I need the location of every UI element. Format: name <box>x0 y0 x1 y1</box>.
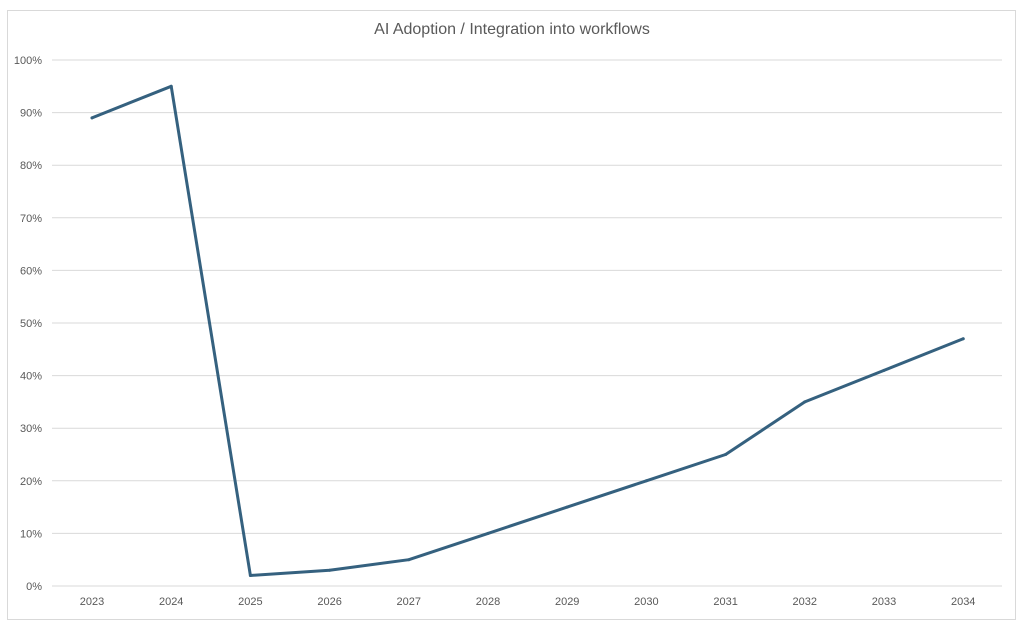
x-tick-label: 2033 <box>872 596 896 608</box>
y-tick-label: 50% <box>20 318 42 330</box>
y-tick-label: 70% <box>20 213 42 225</box>
data-point <box>248 573 252 577</box>
y-tick-label: 20% <box>20 476 42 488</box>
y-tick-label: 0% <box>26 581 42 593</box>
x-tick-label: 2031 <box>713 596 737 608</box>
data-point <box>803 400 807 404</box>
series-layer <box>90 84 965 577</box>
series-line <box>90 84 965 577</box>
data-point <box>407 558 411 562</box>
data-point <box>90 116 94 120</box>
x-tick-label: 2026 <box>317 596 341 608</box>
x-axis-ticks: 2023 2024 2025 2026 2027 2028 2029 2030 2031 2032… <box>80 596 976 608</box>
data-point <box>486 531 490 535</box>
y-tick-label: 80% <box>20 160 42 172</box>
x-tick-label: 2030 <box>634 596 658 608</box>
x-tick-label: 2027 <box>397 596 421 608</box>
data-point <box>169 84 173 88</box>
data-point <box>961 337 965 341</box>
y-tick-label: 60% <box>20 265 42 277</box>
x-tick-label: 2032 <box>793 596 817 608</box>
x-tick-label: 2029 <box>555 596 579 608</box>
x-tick-label: 2034 <box>951 596 975 608</box>
x-tick-label: 2024 <box>159 596 183 608</box>
data-point <box>328 568 332 572</box>
x-tick-label: 2023 <box>80 596 104 608</box>
y-tick-label: 10% <box>20 528 42 540</box>
data-point <box>644 479 648 483</box>
y-tick-label: 40% <box>20 371 42 383</box>
data-point <box>882 368 886 372</box>
y-tick-label: 100% <box>14 55 42 67</box>
y-axis-ticks: 0% 10% 20% 30% 40% 50% 60% 70% 80% 90% 100% <box>14 55 42 593</box>
gridlines <box>52 59 1002 587</box>
y-tick-label: 30% <box>20 423 42 435</box>
data-point <box>724 453 728 456</box>
x-tick-label: 2025 <box>238 596 262 608</box>
y-tick-label: 90% <box>20 108 42 120</box>
chart-title: AI Adoption / Integration into workflows <box>374 21 650 38</box>
x-tick-label: 2028 <box>476 596 500 608</box>
data-point <box>565 505 569 509</box>
